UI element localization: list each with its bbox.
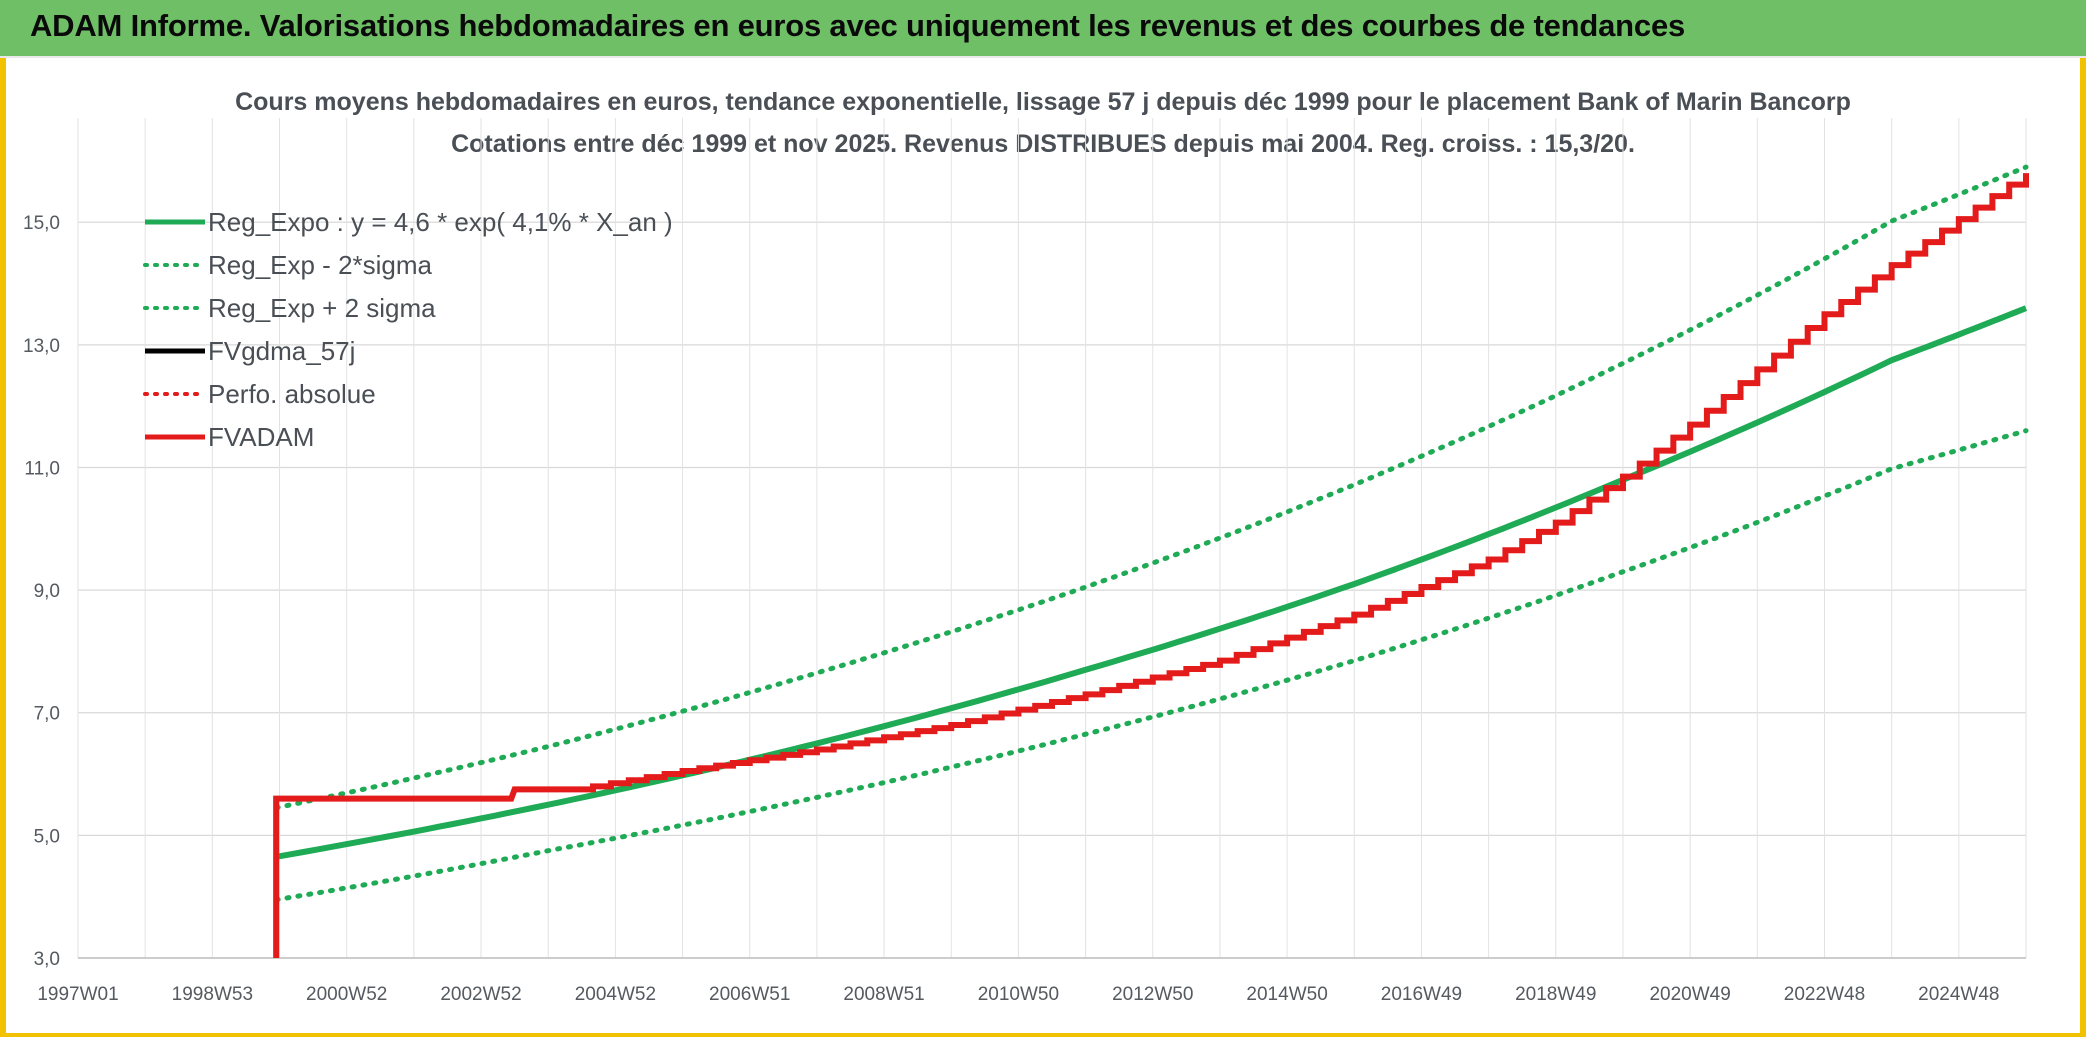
y-tick-label: 15,0 (23, 213, 60, 234)
legend-label: FVADAM (208, 422, 314, 452)
x-tick-label: 2004W52 (575, 984, 656, 1005)
y-tick-label: 3,0 (34, 949, 60, 970)
chart-title-line-1: Cours moyens hebdomadaires en euros, ten… (235, 88, 1851, 116)
x-tick-label: 2002W52 (440, 984, 521, 1005)
x-tick-label: 2018W49 (1515, 984, 1596, 1005)
x-tick-label: 2012W50 (1112, 984, 1193, 1005)
x-tick-label: 2024W48 (1918, 984, 1999, 1005)
report-banner: ADAM Informe. Valorisations hebdomadaire… (0, 0, 2086, 58)
legend-label: Reg_Exp - 2*sigma (208, 250, 433, 280)
series-line-reg-expo (275, 305, 2028, 860)
y-tick-label: 11,0 (24, 458, 60, 479)
legend-label: FVgdma_57j (208, 336, 355, 366)
x-tick-label: 2016W49 (1381, 984, 1462, 1005)
y-tick-label: 5,0 (34, 826, 60, 847)
x-tick-label: 2022W48 (1784, 984, 1865, 1005)
x-tick-label: 2010W50 (978, 984, 1059, 1005)
legend-label: Reg_Exp + 2 sigma (208, 293, 436, 323)
x-tick-label: 2020W49 (1649, 984, 1730, 1005)
series-line-reg-exp-2-sigma (273, 164, 2029, 811)
x-tick-label: 2014W50 (1246, 984, 1327, 1005)
y-tick-label: 13,0 (23, 336, 60, 357)
chart-title-line-2: Cotations entre déc 1999 et nov 2025. Re… (451, 130, 1635, 158)
x-tick-label: 1997W01 (37, 984, 118, 1005)
x-tick-label: 2000W52 (306, 984, 387, 1005)
x-tick-label: 1998W53 (172, 984, 253, 1005)
series-line-fvadam (273, 173, 2029, 958)
x-tick-label: 2008W51 (843, 984, 924, 1005)
legend-label: Reg_Expo : y = 4,6 * exp( 4,1% * X_an ) (208, 207, 673, 237)
y-tick-label: 9,0 (34, 581, 60, 602)
x-tick-label: 2006W51 (709, 984, 790, 1005)
banner-title: ADAM Informe. Valorisations hebdomadaire… (30, 8, 1686, 43)
series-line-reg-exp-2-sigma (273, 428, 2029, 903)
y-tick-label: 7,0 (34, 704, 60, 725)
legend-label: Perfo. absolue (208, 379, 376, 409)
